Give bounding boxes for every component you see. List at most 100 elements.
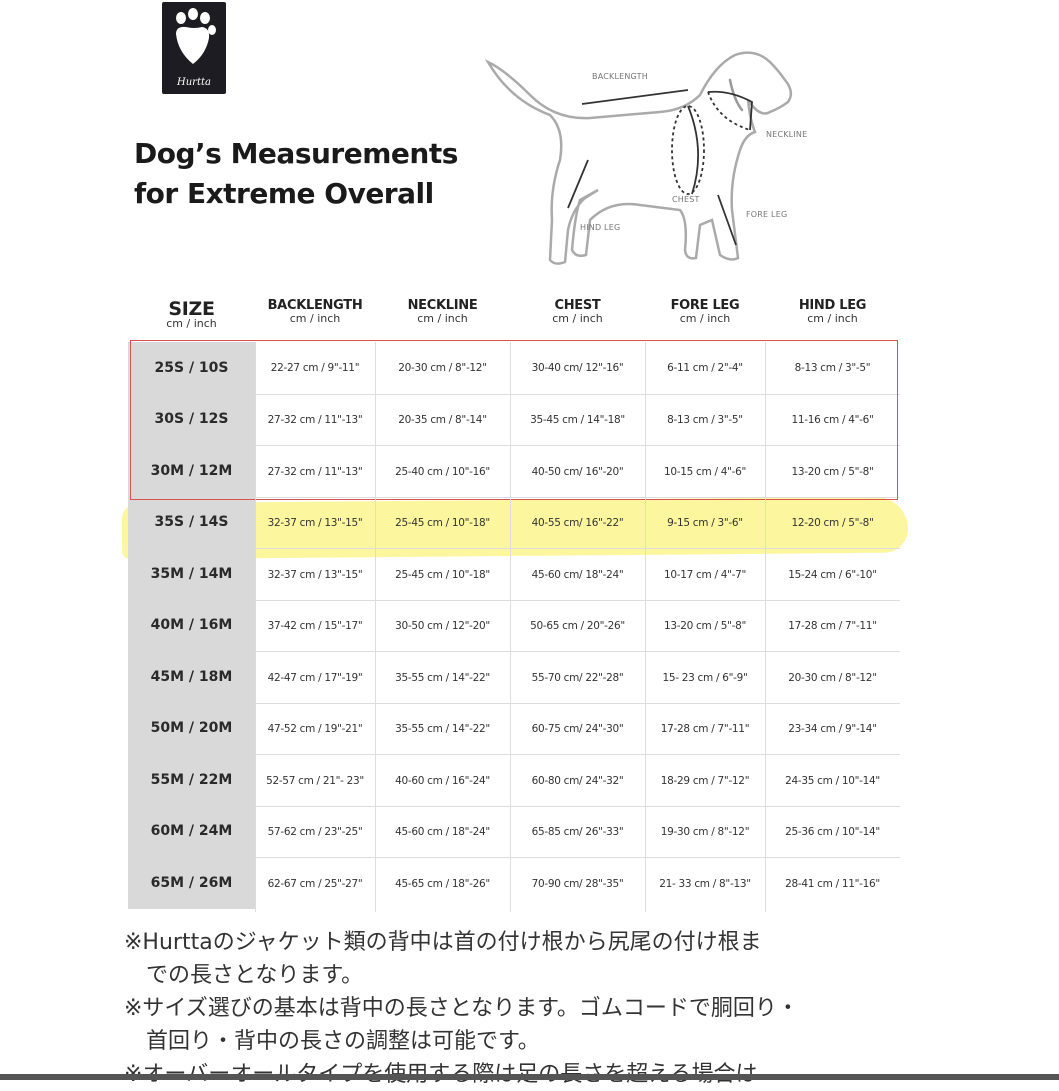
size-cell: 35S / 14S (128, 496, 255, 548)
note-2: ※サイズ選びの基本は背中の長さとなります。ゴムコードで胴回り・ (124, 996, 799, 1021)
size-table: 25S / 10S 22-27 cm / 9"-11" 20-30 cm / 8"-… (128, 342, 900, 909)
header-unit: cm / inch (417, 312, 468, 325)
table-cell: 15- 23 cm / 6"-9" (645, 651, 765, 704)
table-cell: 19-30 cm / 8"-12" (645, 805, 765, 859)
table-cell: 8-13 cm / 3"-5" (645, 393, 765, 447)
size-cell: 60M / 24M (128, 805, 255, 857)
backlength-line (581, 89, 689, 105)
table-cell: 18-29 cm / 7"-12" (645, 754, 765, 807)
table-cell: 40-55 cm/ 16"-22" (510, 496, 645, 550)
table-row: 60M / 24M 57-62 cm / 23"-25" 45-60 cm / 18… (128, 805, 900, 859)
table-cell: 30-40 cm/ 12"-16" (531, 361, 624, 374)
title-line-2: for Extreme Overall (134, 177, 434, 210)
size-cell: 30S / 12S (128, 393, 255, 445)
table-cell: 28-41 cm / 11"-16" (765, 857, 900, 910)
table-cell: 9-15 cm / 3"-6" (645, 496, 765, 550)
column-divider (645, 342, 646, 912)
size-cell: 50M / 20M (128, 702, 255, 754)
header-unit: cm / inch (289, 312, 341, 325)
table-cell: 25-45 cm / 10"-18" (375, 496, 510, 550)
dog-measurement-diagram: BACKLENGTH NECKLINE CHEST FORE LEG HIND … (480, 40, 810, 280)
table-cell: 20-35 cm / 8"-14" (375, 393, 510, 447)
table-cell: 52-57 cm / 21"- 23" (255, 754, 375, 807)
column-header: BACKLENGTH cm / inch (255, 298, 375, 325)
size-cell: 65M / 26M (128, 857, 255, 909)
hind-leg-line (567, 159, 589, 209)
table-cell: 35-45 cm / 14"-18" (510, 393, 645, 447)
table-cell: 17-28 cm / 7"-11" (645, 702, 765, 756)
table-cell: 25-40 cm / 10"-16" (375, 445, 510, 498)
header-label: SIZE (168, 298, 215, 320)
table-cell: 45-60 cm / 18"-24" (375, 805, 510, 859)
table-cell: 17-28 cm / 7"-11" (765, 599, 900, 653)
column-header: NECKLINE cm / inch (375, 298, 510, 325)
size-cell: 55M / 22M (128, 754, 255, 806)
table-cell: 20-30 cm / 8"-12" (398, 361, 487, 374)
header-label: NECKLINE (407, 298, 478, 313)
header-label: BACKLENGTH (267, 298, 363, 313)
column-divider (255, 342, 256, 912)
table-cell: 23-34 cm / 9"-14" (765, 702, 900, 756)
table-cell: 35-55 cm / 14"-22" (375, 702, 510, 756)
table-cell: 25-36 cm / 10"-14" (765, 805, 900, 859)
label-hind-leg: HIND LEG (580, 223, 621, 232)
table-cell: 47-52 cm / 19"-21" (255, 702, 375, 756)
label-neckline: NECKLINE (766, 130, 808, 139)
table-cell: 24-35 cm / 10"-14" (765, 754, 900, 807)
header-label: FORE LEG (670, 298, 740, 313)
column-header: CHEST cm / inch (510, 298, 645, 325)
table-cell: 60-75 cm/ 24"-30" (510, 702, 645, 756)
header-unit: cm / inch (679, 312, 731, 325)
table-cell: 27-32 cm / 11"-13" (255, 445, 375, 498)
table-cell: 40-50 cm/ 16"-20" (510, 445, 645, 498)
table-cell: 12-20 cm / 5"-8" (765, 496, 900, 550)
table-cell: 50-65 cm / 20"-26" (510, 599, 645, 653)
page-title: Dog’s Measurements for Extreme Overall (134, 134, 458, 214)
table-cell: 60-80 cm/ 24"-32" (510, 754, 645, 807)
table-cell: 30-50 cm / 12"-20" (375, 599, 510, 653)
table-row: 35S / 14S 32-37 cm / 13"-15" 25-45 cm / 10… (128, 496, 900, 550)
table-cell: 10-15 cm / 4"-6" (645, 445, 765, 498)
table-cell: 21- 33 cm / 8"-13" (645, 857, 765, 910)
dog-outline-icon (484, 51, 793, 265)
chest-ring (671, 105, 705, 195)
table-cell: 42-47 cm / 17"-19" (255, 651, 375, 704)
table-cell: 40-60 cm / 16"-24" (375, 754, 510, 807)
header-label: HIND LEG (798, 298, 867, 313)
header-unit: cm / inch (166, 317, 217, 330)
column-divider (765, 342, 766, 912)
table-cell: 32-37 cm / 13"-15" (255, 548, 375, 601)
table-cell: 20-30 cm / 8"-12" (765, 651, 900, 704)
table-cell: 13-20 cm / 5"-8" (765, 445, 900, 498)
size-cell: 40M / 16M (128, 599, 255, 651)
note-1: ※Hurttaのジャケット類の背中は首の付け根から尻尾の付け根ま (124, 930, 762, 955)
table-cell: 45-65 cm / 18"-26" (375, 857, 510, 910)
size-cell: 30M / 12M (128, 445, 255, 497)
header-unit: cm / inch (552, 312, 603, 325)
label-backlength: BACKLENGTH (592, 72, 648, 81)
note-1-cont: での長さとなります。 (146, 963, 364, 988)
size-cell: 45M / 18M (128, 651, 255, 703)
table-row: 30S / 12S 27-32 cm / 11"-13" 20-35 cm / 8"… (128, 393, 900, 447)
table-cell: 37-42 cm / 15"-17" (255, 599, 375, 653)
table-cell: 35-55 cm / 14"-22" (375, 651, 510, 704)
table-cell: 22-27 cm / 9"-11" (270, 361, 360, 374)
table-cell: 8-13 cm / 3"-5" (794, 361, 871, 374)
notes: ※Hurttaのジャケット類の背中は首の付け根から尻尾の付け根ま での長さとなり… (124, 926, 799, 1091)
table-cell: 15-24 cm / 6"-10" (765, 548, 900, 601)
logo-text: Hurtta (177, 77, 211, 88)
header-unit: cm / inch (807, 312, 858, 325)
table-cell: 11-16 cm / 4"-6" (765, 393, 900, 447)
hurtta-logo: Hurtta (162, 2, 226, 94)
title-line-1: Dog’s Measurements (134, 137, 458, 170)
table-cell: 70-90 cm/ 28"-35" (510, 857, 645, 910)
table-cell: 27-32 cm / 11"-13" (255, 393, 375, 447)
table-cell: 10-17 cm / 4"-7" (645, 548, 765, 601)
column-header: SIZE cm / inch (128, 298, 255, 330)
column-divider (510, 342, 511, 912)
bottom-bar (0, 1074, 1059, 1080)
table-row: 50M / 20M 47-52 cm / 19"-21" 35-55 cm / 14… (128, 702, 900, 756)
fore-leg-line (717, 194, 737, 246)
table-row: 45M / 18M 42-47 cm / 17"-19" 35-55 cm / 14… (128, 651, 900, 703)
size-cell: 25S / 10S (128, 342, 255, 394)
